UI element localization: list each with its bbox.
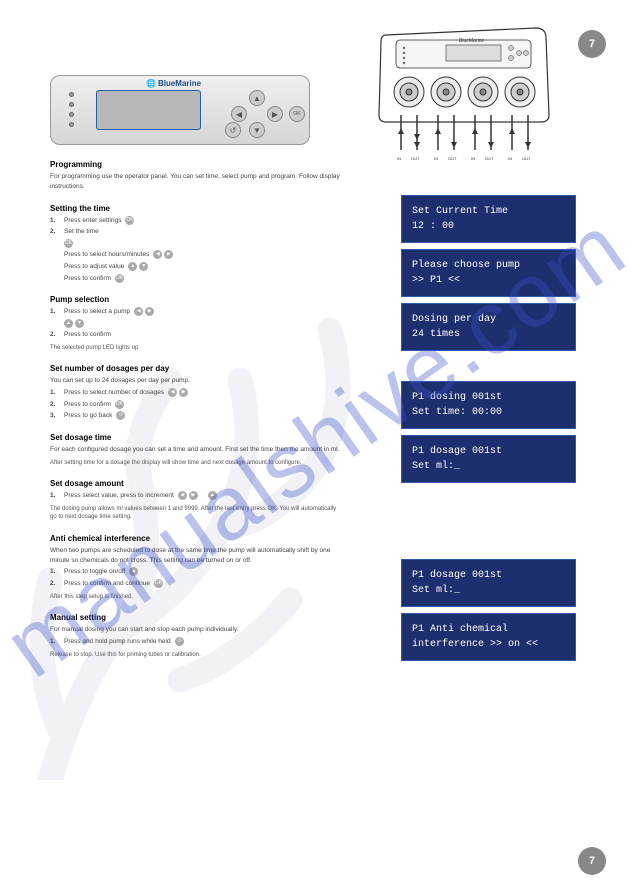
ok-icon: OK — [125, 216, 134, 225]
ok-icon: OK — [115, 274, 124, 283]
down-button: ▼ — [249, 122, 265, 138]
manual-title: Manual setting — [50, 613, 340, 622]
left-icon: ◀ — [153, 250, 162, 259]
dosage-time-title: Set dosage time — [50, 433, 340, 442]
ok-icon: OK — [64, 239, 73, 248]
svg-text:OUT: OUT — [411, 156, 420, 161]
svg-text:IN: IN — [434, 156, 438, 161]
led-column — [69, 92, 74, 127]
up-icon: ▲ — [129, 567, 138, 576]
lcd-pump: Please choose pump >> P1 << — [401, 249, 576, 297]
brand-label: BlueMarine — [146, 79, 201, 88]
ok-button: OK — [289, 106, 305, 122]
left-icon: ◀ — [134, 307, 143, 316]
svg-text:IN: IN — [397, 156, 401, 161]
right-icon: ▶ — [145, 307, 154, 316]
down-icon: ▼ — [75, 319, 84, 328]
lcd-examples-column: Set Current Time 12 : 00 Please choose p… — [401, 195, 576, 667]
lcd-time: Set Current Time 12 : 00 — [401, 195, 576, 243]
up-button: ▲ — [249, 90, 265, 106]
lcd-anti: P1 Anti chemical interference >> on << — [401, 613, 576, 661]
svg-text:IN: IN — [508, 156, 512, 161]
ok-icon: OK — [115, 400, 124, 409]
dosage-count-title: Set number of dosages per day — [50, 364, 340, 373]
programming-body: For programming use the operator panel. … — [50, 172, 340, 192]
ok-icon: OK — [154, 579, 163, 588]
pump-sel-title: Pump selection — [50, 295, 340, 304]
instructions-column: Programming For programming use the oper… — [50, 160, 340, 671]
up-icon: ▲ — [208, 491, 217, 500]
time-title: Setting the time — [50, 204, 340, 213]
left-icon: ◀ — [178, 491, 187, 500]
right-icon: ▶ — [164, 250, 173, 259]
back-button: ↺ — [225, 122, 241, 138]
back-icon: ↺ — [116, 411, 125, 420]
left-icon: ◀ — [168, 388, 177, 397]
control-panel-illustration: BlueMarine ▲ ◀ ▶ ▼ ↺ OK — [50, 75, 310, 145]
lcd-dosing-time: P1 dosing 001st Set time: 00:00 — [401, 381, 576, 429]
lcd-dosage-ml2: P1 dosage 001st Set ml:_ — [401, 559, 576, 607]
svg-text:BlueMarine: BlueMarine — [459, 38, 485, 44]
back-icon: ↺ — [175, 637, 184, 646]
down-icon: ▼ — [139, 262, 148, 271]
left-button: ◀ — [231, 106, 247, 122]
lcd-dosing-count: Dosing per day 24 times — [401, 303, 576, 351]
right-icon: ▶ — [179, 388, 188, 397]
lcd-screen — [96, 90, 201, 130]
lcd-dosage-ml: P1 dosage 001st Set ml:_ — [401, 435, 576, 483]
right-icon: ▶ — [189, 491, 198, 500]
up-icon: ▲ — [128, 262, 137, 271]
svg-text:OUT: OUT — [485, 156, 494, 161]
page-number-bottom: 7 — [578, 847, 606, 875]
anti-title: Anti chemical interference — [50, 534, 340, 543]
svg-text:OUT: OUT — [522, 156, 531, 161]
dosing-pump-illustration: BlueMarine IN OUT IN OUT IN OUT IN OUT — [371, 20, 561, 165]
programming-title: Programming — [50, 160, 340, 169]
svg-text:IN: IN — [471, 156, 475, 161]
right-button: ▶ — [267, 106, 283, 122]
dosage-amount-title: Set dosage amount — [50, 479, 340, 488]
svg-text:OUT: OUT — [448, 156, 457, 161]
up-icon: ▲ — [64, 319, 73, 328]
page-number-top: 7 — [578, 30, 606, 58]
